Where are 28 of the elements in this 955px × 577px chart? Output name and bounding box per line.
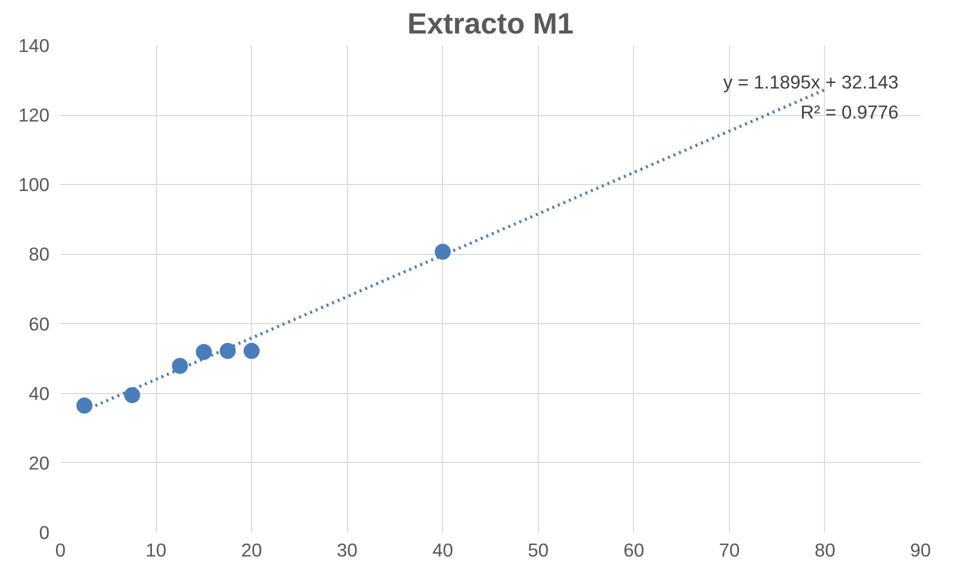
point — [196, 344, 212, 360]
point — [76, 398, 92, 414]
y-tick-label: 0 — [39, 522, 50, 543]
chart-title: Extracto M1 — [407, 8, 574, 40]
annotation: y = 1.1895x + 32.143 — [723, 72, 899, 92]
x-tick-label: 90 — [910, 540, 931, 560]
x-tick-label: 20 — [241, 540, 262, 560]
point — [434, 244, 451, 260]
y-tick-label: 20 — [28, 452, 50, 474]
x-tick-label: 80 — [814, 540, 836, 560]
x-tick-label: 10 — [146, 540, 166, 560]
x-tick-label: 40 — [432, 540, 454, 560]
point — [220, 342, 236, 359]
point — [244, 342, 260, 359]
point — [172, 358, 188, 374]
y-tick-label: 120 — [18, 104, 50, 126]
x-tick-label: 0 — [55, 540, 66, 560]
y-tick-label: 100 — [18, 174, 50, 196]
x-tick-label: 60 — [623, 540, 644, 560]
x-tick-label: 30 — [336, 540, 358, 560]
y-tick-label: 60 — [28, 313, 50, 334]
point — [124, 387, 140, 404]
annotation: R² = 0.9776 — [800, 102, 899, 122]
y-tick-label: 140 — [18, 35, 50, 56]
x-tick-label: 70 — [719, 540, 740, 560]
x-tick-label: 50 — [528, 540, 549, 560]
y-tick-label: 40 — [28, 382, 50, 404]
y-tick-label: 80 — [28, 244, 50, 265]
